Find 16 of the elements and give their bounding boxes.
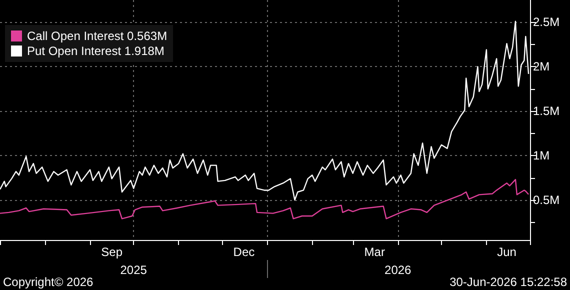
x-tick-label: Dec [233, 245, 255, 259]
x-tick-label: Mar [364, 245, 385, 259]
line-series [0, 178, 530, 220]
y-tick-label: 2.5M [533, 15, 560, 30]
x2-tick-label: 2025 [120, 263, 148, 277]
text: Copyright© 2026 [3, 275, 94, 289]
y-tick-label: 1.5M [533, 104, 560, 118]
y-tick-label: 1M [533, 148, 550, 163]
legend-label: Put Open Interest 1.918M [27, 44, 164, 58]
text: 30-Jun-2026 15:22:58 [450, 275, 568, 289]
y-tick-label: 2M [533, 60, 550, 74]
legend-label: Call Open Interest 0.563M [27, 29, 168, 43]
x-tick-label: Sep [101, 245, 123, 259]
y-tick-label: 0.5M [533, 193, 560, 207]
x2-tick-label: 2026 [384, 263, 412, 277]
x-tick-label: Jun [497, 245, 516, 259]
